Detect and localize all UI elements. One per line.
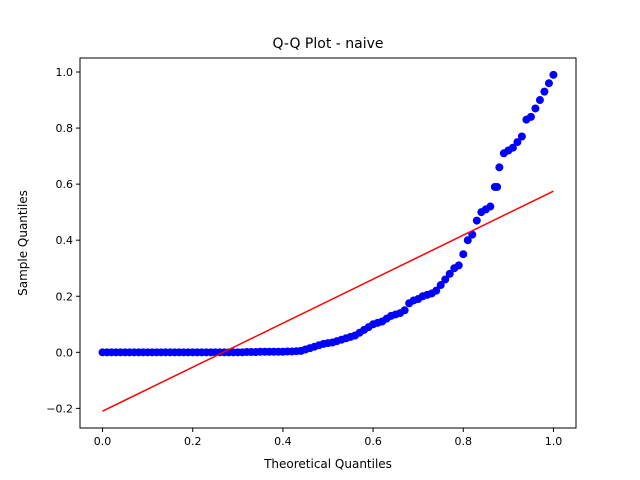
sample-point-74	[432, 286, 441, 295]
y-axis-label: Sample Quantiles	[16, 190, 30, 296]
sample-point-97	[531, 104, 540, 113]
sample-point-82	[468, 230, 477, 239]
y-tick-label-4: 0.6	[56, 178, 74, 191]
axes-frame	[79, 57, 577, 429]
sample-point-88	[493, 182, 502, 191]
sample-point-101	[549, 70, 558, 79]
y-tick-label-2: 0.2	[56, 290, 74, 303]
sample-point-79	[454, 261, 463, 270]
x-tick-label-4: 0.8	[455, 435, 473, 448]
sample-point-86	[486, 202, 495, 211]
sample-point-100	[544, 79, 553, 88]
sample-point-67	[400, 306, 409, 315]
y-tick-label-5: 0.8	[56, 122, 74, 135]
y-tick-label-1: 0.0	[56, 346, 74, 359]
x-tick-label-3: 0.6	[364, 435, 382, 448]
sample-point-76	[441, 275, 450, 284]
chart-title: Q-Q Plot - naive	[272, 36, 383, 52]
x-tick-label-1: 0.2	[184, 435, 202, 448]
sample-point-89	[495, 163, 504, 172]
sample-point-98	[535, 96, 544, 105]
x-tick-label-2: 0.4	[274, 435, 292, 448]
sample-point-77	[445, 269, 454, 278]
sample-point-94	[517, 132, 526, 141]
x-tick-label-0: 0.0	[94, 435, 112, 448]
sample-point-93	[513, 138, 522, 147]
sample-point-81	[463, 236, 472, 245]
y-tick-label-3: 0.4	[56, 234, 74, 247]
sample-point-99	[540, 87, 549, 96]
y-tick-label-0: −0.2	[46, 402, 73, 415]
sample-point-83	[472, 216, 481, 225]
axes: 0.0 0.2 0.4 0.6 0.8 1.0 −0.2 0.0 0.2 0.4 0.6 0.8 1.0	[46, 57, 577, 448]
plot-area	[98, 70, 558, 412]
sample-point-80	[459, 250, 468, 259]
sample-point-92	[508, 143, 517, 152]
x-axis-label: Theoretical Quantiles	[263, 457, 392, 471]
sample-point-96	[526, 112, 535, 121]
reference-line	[102, 190, 554, 412]
x-tick-label-5: 1.0	[545, 435, 563, 448]
y-tick-label-6: 1.0	[56, 66, 74, 79]
sample-point-75	[436, 281, 445, 290]
